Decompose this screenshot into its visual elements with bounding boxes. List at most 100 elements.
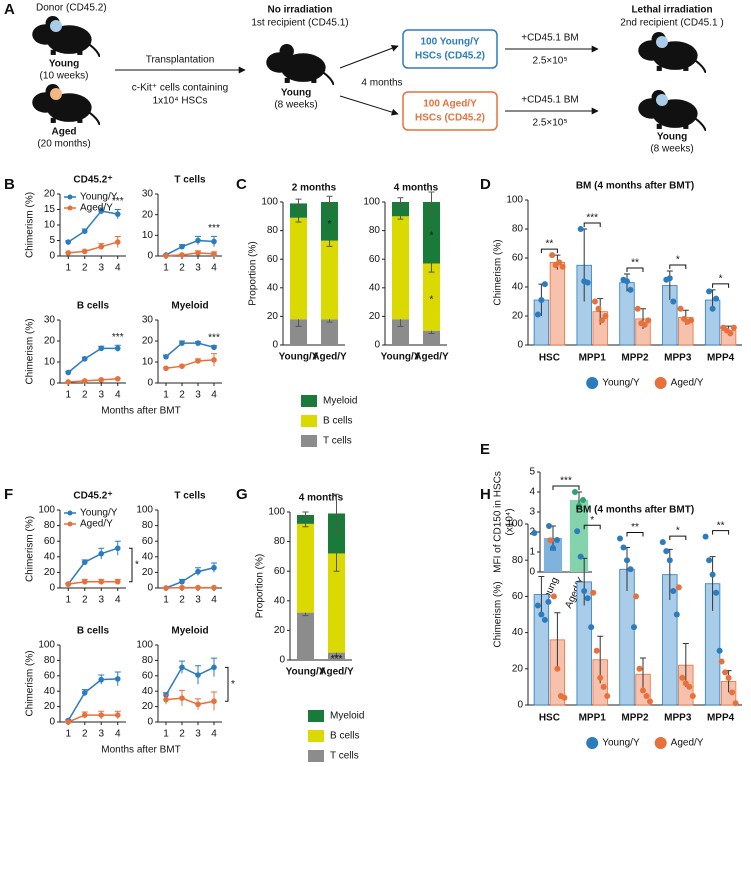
chart-title: B cells bbox=[77, 626, 110, 637]
bar bbox=[549, 261, 566, 346]
chart-title: 4 months bbox=[394, 183, 439, 194]
significance-bracket bbox=[626, 531, 644, 537]
significance-label: *** bbox=[112, 196, 124, 207]
x-tick-label: MPP4 bbox=[707, 713, 735, 724]
data-point bbox=[647, 698, 654, 705]
data-point bbox=[713, 589, 720, 596]
data-point bbox=[580, 497, 586, 503]
y-tick-label: 100 bbox=[38, 505, 55, 516]
bar-segment bbox=[296, 612, 315, 660]
x-axis-label: Months after BMT bbox=[101, 406, 180, 417]
y-tick-label: 30 bbox=[142, 315, 154, 326]
data-point bbox=[65, 379, 72, 385]
x-tick-label: Aged/Y bbox=[414, 352, 449, 363]
data-point bbox=[634, 305, 641, 312]
y-tick-label: 20 bbox=[274, 625, 286, 636]
legend-marker bbox=[586, 377, 599, 389]
data-point bbox=[577, 226, 584, 232]
data-point bbox=[591, 298, 598, 305]
y-tick-label: 40 bbox=[274, 595, 286, 606]
panel-label: C bbox=[236, 176, 247, 193]
series-line bbox=[67, 347, 118, 374]
data-point bbox=[641, 321, 648, 328]
data-point bbox=[195, 701, 201, 708]
significance-label: * bbox=[430, 230, 434, 241]
data-point bbox=[98, 712, 105, 718]
donor-aged: Aged bbox=[52, 127, 77, 138]
data-point bbox=[645, 317, 652, 324]
significance-bracket bbox=[583, 524, 601, 530]
series-line bbox=[165, 359, 215, 370]
data-point bbox=[725, 674, 732, 681]
x-tick-label: Aged/Y bbox=[312, 352, 347, 363]
data-point bbox=[541, 281, 548, 288]
data-point bbox=[673, 611, 680, 618]
data-point bbox=[81, 559, 88, 566]
y-tick-label: 4 bbox=[529, 487, 535, 498]
data-point bbox=[211, 344, 217, 351]
y-tick-label: 3 bbox=[529, 507, 535, 518]
panel-label: D bbox=[480, 176, 491, 193]
chart-title: BM (4 months after BMT) bbox=[576, 181, 694, 192]
data-point bbox=[98, 377, 105, 383]
x-tick-label: 4 bbox=[115, 595, 121, 606]
error-bar bbox=[302, 511, 309, 519]
mouse-icon bbox=[31, 15, 100, 57]
y-tick-label: 0 bbox=[147, 717, 153, 728]
panel-label: F bbox=[4, 486, 13, 503]
x-tick-label: 4 bbox=[211, 595, 217, 606]
x-tick-label: MPP2 bbox=[621, 713, 649, 724]
y-tick-label: 80 bbox=[274, 536, 286, 547]
data-point bbox=[81, 248, 88, 255]
x-tick-label: Young/Y bbox=[279, 352, 319, 363]
data-point bbox=[195, 672, 201, 678]
data-point bbox=[114, 211, 121, 217]
significance-label: * bbox=[231, 679, 235, 690]
error-bar bbox=[709, 556, 716, 611]
data-point bbox=[81, 356, 88, 362]
y-axis-label: Proportion (%) bbox=[248, 241, 259, 305]
y-axis-label: Chimerism (%) bbox=[25, 516, 36, 582]
data-point bbox=[663, 548, 670, 555]
x-tick-label: 1 bbox=[163, 263, 169, 274]
y-tick-label: 60 bbox=[44, 536, 56, 547]
data-point bbox=[65, 250, 72, 256]
y-tick-label: 60 bbox=[142, 670, 154, 681]
y-tick-label: 0 bbox=[272, 340, 278, 351]
y-tick-label: 20 bbox=[44, 189, 56, 200]
y-axis-label: Chimerism (%) bbox=[25, 650, 36, 716]
significance-label: ** bbox=[631, 258, 639, 269]
y-tick-label: 20 bbox=[44, 567, 56, 578]
bar-segment bbox=[327, 652, 346, 660]
panel-label: G bbox=[236, 486, 248, 503]
first-mouse-age: (8 weeks) bbox=[274, 100, 317, 111]
y-tick-label: 10 bbox=[142, 230, 154, 241]
chart-title: Myeloid bbox=[171, 301, 208, 312]
competitor-dose: 2.5×10⁵ bbox=[532, 56, 567, 67]
y-tick-label: 0 bbox=[49, 378, 55, 389]
mouse-icon bbox=[265, 43, 334, 85]
error-bar bbox=[640, 657, 647, 691]
y-tick-label: 60 bbox=[369, 254, 381, 265]
data-point bbox=[114, 676, 121, 682]
x-tick-label: 2 bbox=[82, 729, 88, 740]
donor-marker bbox=[50, 20, 62, 32]
mouse-icon bbox=[31, 83, 100, 125]
bar-segment bbox=[289, 217, 308, 320]
data-point bbox=[163, 696, 169, 703]
y-tick-label: 40 bbox=[44, 686, 56, 697]
x-tick-label: 4 bbox=[211, 729, 217, 740]
bar bbox=[543, 538, 563, 572]
panel-label: A bbox=[4, 1, 15, 18]
legend-marker bbox=[67, 205, 73, 211]
y-tick-label: 100 bbox=[506, 195, 523, 206]
bar-segment bbox=[320, 319, 339, 345]
data-point bbox=[211, 584, 217, 591]
data-point bbox=[718, 658, 725, 665]
y-tick-label: 20 bbox=[512, 663, 524, 674]
data-point bbox=[633, 593, 640, 600]
bar-segment bbox=[391, 216, 410, 320]
second-mouse-age: (8 weeks) bbox=[650, 144, 693, 155]
chart-title: CD45.2⁺ bbox=[73, 175, 112, 186]
y-tick-label: 40 bbox=[512, 282, 524, 293]
